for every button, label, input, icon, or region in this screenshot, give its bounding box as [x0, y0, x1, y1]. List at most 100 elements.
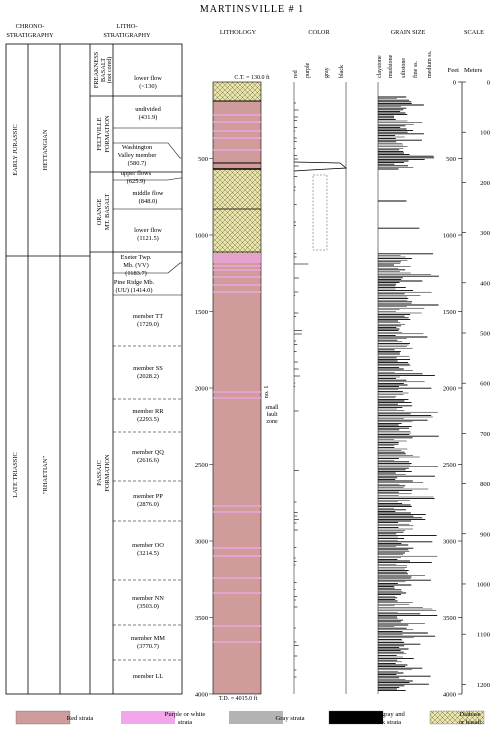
legend-swatch: [121, 711, 175, 724]
fault-zone-line-2: fault: [267, 411, 278, 418]
formation-freakness-3: (not cored): [106, 57, 113, 84]
formation-orange-2: MT. BASALT: [104, 194, 111, 231]
member-label: Exeter Twp.: [120, 254, 151, 261]
member-label: Valley member: [118, 152, 158, 159]
member-label: (3214.5): [137, 550, 159, 557]
member-labels: lower flow(<130)undivided(431.9)Washingt…: [114, 75, 165, 680]
meter-tick-label: 800: [480, 481, 491, 488]
member-label: member OO: [132, 542, 164, 549]
member-label: (2028.2): [137, 373, 159, 380]
formation-freakness-2: BASALT: [100, 58, 107, 82]
member-label: member RR: [132, 408, 164, 415]
member-label: lower flow: [134, 227, 162, 234]
meter-tick-label: 500: [480, 330, 491, 337]
chrono-header-1: CHRONO-: [16, 23, 45, 30]
member-label: (848.0): [139, 198, 158, 205]
legend-label: Gray strata: [275, 715, 304, 722]
meter-tick-label: 900: [480, 531, 491, 538]
member-label: member SS: [133, 365, 163, 372]
legend-label: strata: [178, 719, 192, 726]
member-boundaries: [113, 127, 182, 661]
period-early-jurassic: EARLY JURASSIC: [12, 124, 19, 176]
feet-tick-label: 3500: [443, 615, 457, 622]
feet-tick-label: 4000: [443, 692, 457, 699]
period-late-triassic: LATE TRIASSIC: [12, 452, 19, 498]
legend-swatch: [429, 710, 485, 725]
member-label: Pine Ridge Mb.: [114, 279, 155, 286]
legend-label: Purple or white: [165, 711, 206, 718]
scale-header: SCALE: [464, 29, 484, 36]
member-label: member LL: [133, 673, 163, 680]
member-label: member QQ: [132, 449, 164, 456]
member-label: (2293.5): [137, 416, 159, 423]
depth-tick-label: 3500: [195, 615, 209, 622]
depth-tick-label: 3000: [195, 539, 209, 546]
member-label: member NN: [132, 595, 164, 602]
color-column: [293, 82, 348, 694]
fault-zone-line-1: small: [266, 405, 279, 411]
depth-tick-label: 4000: [195, 692, 209, 699]
member-label: (431.9): [139, 114, 158, 121]
member-label: member TT: [133, 313, 163, 320]
member-label: (1121.5): [137, 235, 159, 242]
member-label: undivided: [135, 106, 161, 113]
lithology-header: LITHOLOGY: [220, 29, 257, 36]
member-label: lower flow: [134, 75, 162, 82]
member-label: Washington: [122, 144, 153, 151]
feet-tick-label: 2500: [443, 462, 457, 469]
member-label: member PP: [133, 493, 163, 500]
color-column-label: red: [293, 70, 299, 78]
member-label: (<130): [139, 83, 156, 90]
meter-tick-label: 600: [480, 381, 491, 388]
passaic-red-strata: [213, 252, 261, 694]
meter-tick-label: 300: [480, 230, 491, 237]
grain-column-label: siltstone: [401, 58, 407, 78]
litho-header-2: STRATIGRAPHY: [103, 32, 151, 39]
feet-tick-label: 0: [453, 80, 457, 87]
feet-tick-label: 3000: [443, 539, 457, 546]
lithology-column: [212, 81, 262, 695]
depth-tick-label: 500: [198, 156, 209, 163]
legend-label: or basalt: [459, 719, 482, 726]
meter-tick-label: 1000: [477, 581, 491, 588]
formation-freakness-1: FREAKNESS: [93, 51, 100, 88]
meter-tick-label: 1200: [477, 682, 491, 689]
feet-tick-label: 2000: [443, 386, 457, 393]
grain-column-label: claystone: [377, 55, 383, 78]
depth-tick-label: 1000: [195, 233, 209, 240]
legend-label: Dark gray and: [367, 711, 405, 718]
legend-label: black strata: [371, 719, 401, 726]
meter-tick-label: 100: [480, 130, 491, 137]
color-header: COLOR: [308, 29, 330, 36]
stage-rhaetian: "RHAETIAN": [42, 456, 49, 494]
member-label: member MM: [131, 635, 165, 642]
meter-tick-label: 0: [487, 80, 491, 87]
formation-feltville-2: FORMATION: [104, 115, 111, 153]
member-label: (2616.6): [137, 457, 159, 464]
stage-hettangian: HETTANGIAN: [42, 129, 49, 170]
color-column-label: purple: [305, 62, 311, 78]
meter-tick-label: 700: [480, 431, 491, 438]
grain-size-column: [377, 82, 439, 694]
member-label: (580.7): [128, 160, 147, 167]
depth-tick-label: 1500: [195, 309, 209, 316]
scale-ticks: 0 500 1000 1500 2000 2500 3000 3500 4000 0 100 200 3…: [443, 80, 491, 699]
ct-label: C.T. = 130.0 ft: [234, 74, 270, 81]
formation-passaic-1: PASSAIC: [96, 460, 103, 486]
legend-swatch: [229, 711, 283, 724]
meter-tick-label: 400: [480, 280, 491, 287]
fault-label: no. 1: [263, 386, 270, 399]
column-frame: [5, 43, 183, 695]
depth-tick-label: 2500: [195, 462, 209, 469]
chrono-header-2: STRATIGRAPHY: [6, 32, 54, 39]
legend-swatch: [15, 710, 71, 725]
meter-tick-label: 1100: [477, 632, 491, 639]
formation-boundaries: [90, 95, 182, 253]
litho-header-1: LITHO-: [117, 23, 138, 30]
color-column-labels: red purple gray black: [293, 62, 345, 78]
feet-label: Feet: [448, 67, 460, 74]
grain-size-header: GRAIN SIZE: [391, 29, 426, 36]
grain-size-column-labels: claystone mudstone siltstone fine ss. medium…: [377, 50, 433, 78]
member-label: (625.9): [127, 178, 146, 185]
